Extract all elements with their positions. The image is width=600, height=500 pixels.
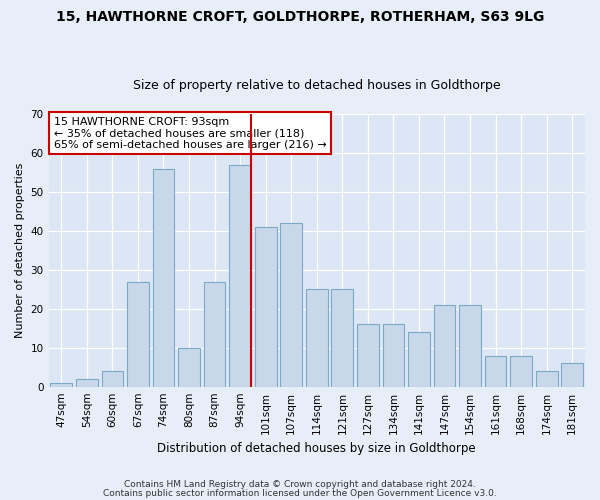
Bar — [306, 290, 328, 386]
Bar — [255, 227, 277, 386]
Bar — [510, 356, 532, 386]
Bar — [76, 379, 98, 386]
Bar — [536, 371, 557, 386]
Bar — [408, 332, 430, 386]
Bar — [485, 356, 506, 386]
Bar — [331, 290, 353, 386]
X-axis label: Distribution of detached houses by size in Goldthorpe: Distribution of detached houses by size … — [157, 442, 476, 455]
Bar — [434, 305, 455, 386]
Bar — [229, 164, 251, 386]
Bar — [562, 364, 583, 386]
Bar — [127, 282, 149, 387]
Text: 15 HAWTHORNE CROFT: 93sqm
← 35% of detached houses are smaller (118)
65% of semi: 15 HAWTHORNE CROFT: 93sqm ← 35% of detac… — [54, 116, 326, 150]
Bar — [178, 348, 200, 387]
Text: Contains HM Land Registry data © Crown copyright and database right 2024.: Contains HM Land Registry data © Crown c… — [124, 480, 476, 489]
Bar — [152, 168, 175, 386]
Y-axis label: Number of detached properties: Number of detached properties — [15, 162, 25, 338]
Bar — [357, 324, 379, 386]
Text: 15, HAWTHORNE CROFT, GOLDTHORPE, ROTHERHAM, S63 9LG: 15, HAWTHORNE CROFT, GOLDTHORPE, ROTHERH… — [56, 10, 544, 24]
Bar — [50, 383, 72, 386]
Text: Contains public sector information licensed under the Open Government Licence v3: Contains public sector information licen… — [103, 488, 497, 498]
Bar — [101, 371, 123, 386]
Bar — [280, 223, 302, 386]
Bar — [204, 282, 226, 387]
Bar — [383, 324, 404, 386]
Title: Size of property relative to detached houses in Goldthorpe: Size of property relative to detached ho… — [133, 79, 500, 92]
Bar — [459, 305, 481, 386]
